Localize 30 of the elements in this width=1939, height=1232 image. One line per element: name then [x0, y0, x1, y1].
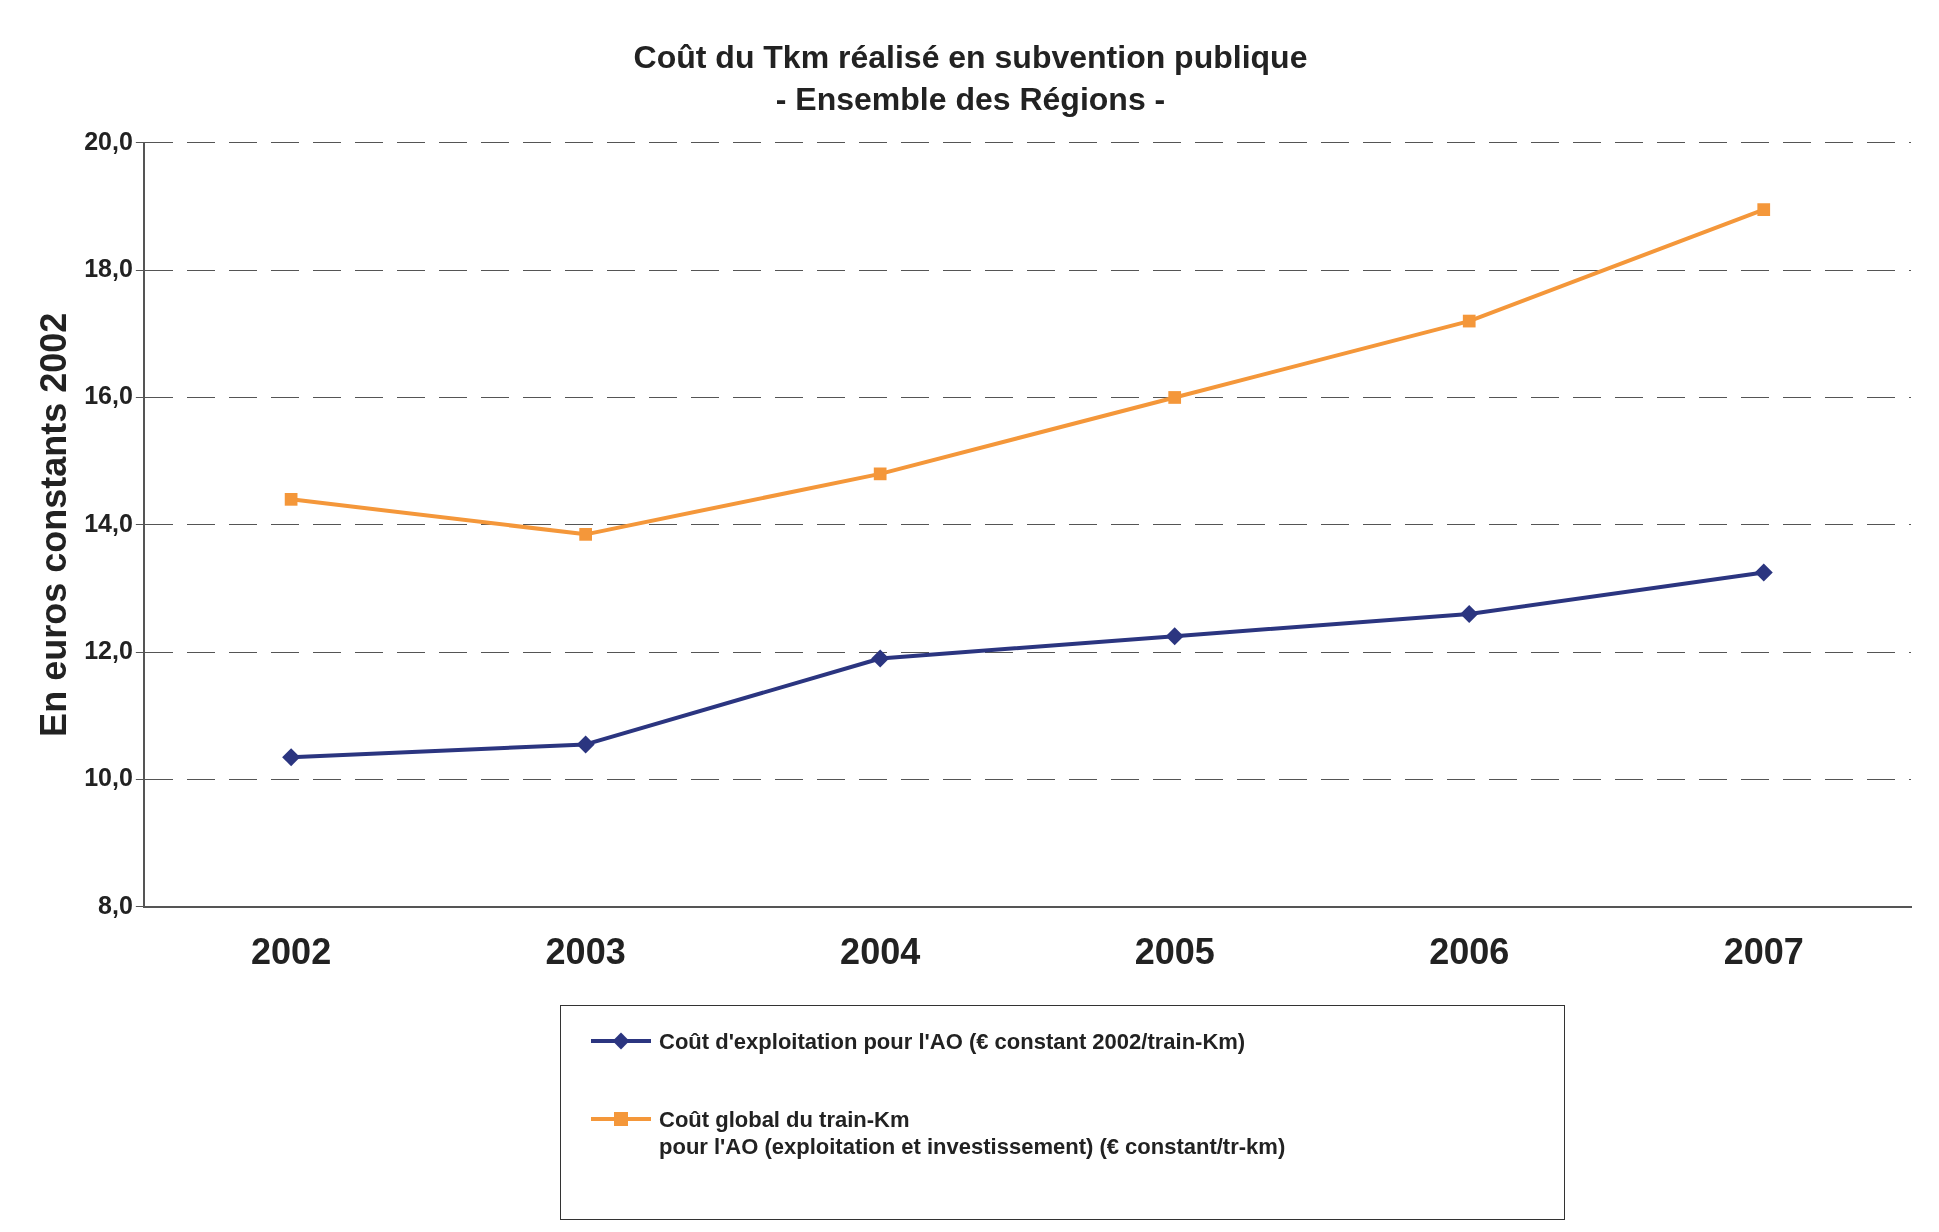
- x-tick-label: 2006: [1429, 931, 1510, 973]
- point: [1757, 203, 1771, 217]
- point: [1165, 627, 1184, 646]
- y-tick-label: 10,0: [84, 763, 133, 792]
- chart-title: Coût du Tkm réalisé en subvention publique: [633, 39, 1308, 76]
- x-tick-label: 2007: [1723, 931, 1804, 973]
- point: [579, 527, 593, 541]
- x-tick-label: 2003: [545, 931, 626, 973]
- point: [1168, 391, 1182, 404]
- y-tick-label: 18,0: [84, 254, 133, 283]
- y-tick-label: 8,0: [98, 890, 133, 919]
- y-axis-title: En euros constants 2002: [32, 312, 74, 737]
- y-tick-label: 16,0: [84, 381, 133, 410]
- y-tick-label: 12,0: [84, 636, 133, 665]
- point: [1754, 563, 1773, 582]
- x-tick-label: 2002: [251, 931, 332, 973]
- point: [284, 492, 298, 506]
- point: [871, 649, 890, 668]
- x-tick-label: 2004: [840, 931, 921, 973]
- y-tick-label: 14,0: [84, 508, 133, 537]
- point: [1460, 604, 1479, 623]
- y-tick-label: 20,0: [84, 126, 133, 155]
- point: [873, 467, 887, 481]
- point: [282, 748, 301, 767]
- point: [576, 735, 595, 754]
- legend-label: Coût d'exploitation pour l'AO (€ constant 2002/train-Km): [659, 1028, 1246, 1056]
- point: [1462, 314, 1476, 328]
- x-tick-label: 2005: [1134, 931, 1215, 973]
- legend-label: Coût global du train-Km pour l'AO (exploitation et investissement) (€ constant/tr-km): [659, 1105, 1286, 1161]
- chart-subtitle: - Ensemble des Régions -: [775, 81, 1166, 118]
